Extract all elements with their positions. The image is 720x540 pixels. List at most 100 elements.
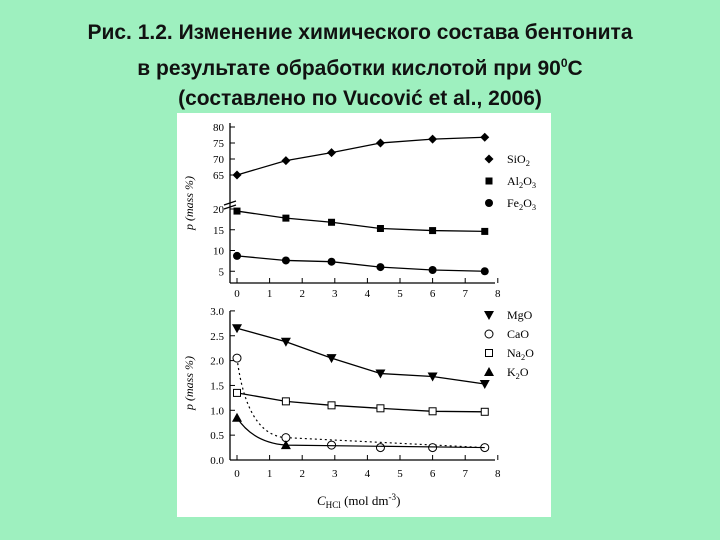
bottom-legend-label-MgO: MgO (507, 308, 533, 322)
title-line-2-sup: 0 (560, 56, 568, 70)
bottom-point-MgO (375, 369, 386, 379)
bottom-point-CaO (375, 443, 385, 453)
bottom-x-tick-label: 8 (495, 468, 501, 480)
bottom-point-MgO (427, 372, 438, 382)
bottom-point-CaO (232, 353, 242, 363)
top-legend-marker-SiO2 (484, 154, 494, 164)
bottom-y-tick-label: 0.5 (210, 430, 224, 442)
bottom-legend-label-CaO: CaO (507, 327, 529, 341)
bottom-x-tick-label: 6 (430, 468, 436, 480)
top-point-Al2O3 (481, 227, 489, 235)
top-point-Al2O3 (376, 225, 384, 233)
bottom-y-axis-label: p (mass %) (182, 356, 196, 411)
top-y-axis-label: p (mass %) (182, 176, 196, 231)
bottom-point-Na2O (233, 388, 241, 397)
bottom-y-tick-label: 1.5 (210, 380, 224, 392)
top-y-tick-label: 5 (219, 266, 225, 278)
bottom-x-tick-label: 0 (234, 468, 240, 480)
top-series-line-Al2O3 (236, 210, 485, 233)
top-y-tick-label: 70 (213, 154, 225, 166)
top-series-line-Fe2O3 (236, 255, 485, 272)
top-y-tick-label: 80 (213, 122, 225, 134)
top-legend-label-SiO2: SiO2 (507, 152, 530, 168)
top-axis-break (223, 200, 237, 210)
slide-title: Рис. 1.2. Изменение химического состава … (0, 18, 720, 114)
top-point-Fe2O3 (233, 251, 241, 260)
bottom-x-tick-label: 3 (332, 468, 338, 480)
figure-panel: 65 70 75 80 5 10 15 20 0 1 2 3 4 5 6 7 8 p (mass %) SiO2 Al… (177, 113, 551, 517)
bottom-point-Na2O (376, 404, 385, 413)
top-legend-label-Fe2O3: Fe2O3 (507, 196, 536, 212)
top-legend-label-Al2O3: Al2O3 (507, 174, 536, 190)
top-y-tick-label: 75 (213, 138, 225, 150)
top-legend-marker-Al2O3 (485, 177, 493, 185)
bottom-series-line-MgO (236, 327, 485, 385)
bottom-x-tick-label: 5 (397, 468, 403, 480)
top-point-Al2O3 (233, 207, 241, 215)
top-legend-marker-Fe2O3 (485, 199, 493, 207)
bottom-y-tick-label: 0.0 (210, 455, 224, 467)
top-point-Fe2O3 (281, 256, 290, 265)
top-point-Al2O3 (328, 218, 336, 226)
top-x-tick-label: 5 (397, 288, 403, 300)
bottom-point-Na2O (281, 397, 290, 406)
top-point-SiO2 (327, 148, 337, 158)
bottom-point-Na2O (480, 407, 489, 416)
title-line-2-text: в результате обработки кислотой при 90 (137, 57, 561, 80)
top-point-SiO2 (480, 132, 490, 142)
bottom-point-Na2O (428, 407, 437, 416)
bottom-y-tick-label: 3.0 (210, 306, 224, 318)
bottom-x-tick-label: 1 (267, 468, 273, 480)
bottom-point-Na2O (327, 401, 336, 410)
top-point-Fe2O3 (428, 266, 437, 275)
bottom-legend-label-K2O: K2O (507, 365, 529, 381)
top-x-tick-label: 7 (462, 288, 468, 300)
bottom-x-tick-label: 4 (365, 468, 371, 480)
top-point-Fe2O3 (327, 257, 336, 266)
bottom-point-MgO (280, 337, 291, 347)
bottom-series-line-K2O (236, 417, 485, 449)
bottom-x-axis-label: CHCl (mol dm-3) (317, 492, 400, 510)
bottom-x-tick-label: 2 (299, 468, 305, 480)
bottom-point-MgO (326, 354, 337, 364)
bottom-point-MgO (479, 379, 490, 389)
top-x-tick-label: 6 (430, 288, 436, 300)
title-line-3: (составлено по Vucović et al., 2006) (178, 87, 542, 110)
bottom-x-tick-label: 7 (462, 468, 468, 480)
bottom-series-line-CaO (236, 358, 485, 449)
bottom-series-line-Na2O (236, 392, 485, 413)
bottom-legend-marker-CaO (484, 329, 494, 339)
bottom-point-CaO (428, 443, 438, 453)
title-line-2: в результате обработки кислотой при 900С (0, 48, 720, 84)
top-x-tick-label: 4 (365, 288, 371, 300)
bottom-legend-marker-K2O (484, 367, 494, 376)
top-x-tick-label: 2 (299, 288, 305, 300)
bottom-point-K2O (280, 440, 291, 450)
top-point-SiO2 (375, 138, 385, 148)
bottom-y-tick-label: 1.0 (210, 405, 224, 417)
top-point-SiO2 (232, 170, 242, 180)
bottom-legend-marker-MgO (484, 311, 494, 320)
top-x-tick-label: 3 (332, 288, 338, 300)
top-point-Al2O3 (282, 214, 290, 222)
top-x-tick-label: 8 (495, 288, 501, 300)
bottom-legend-label-Na2O: Na2O (507, 346, 534, 362)
title-line-1: Рис. 1.2. Изменение химического состава … (87, 21, 633, 44)
top-x-tick-label: 1 (267, 288, 273, 300)
bottom-point-MgO (232, 324, 242, 334)
top-point-Fe2O3 (376, 263, 385, 272)
top-series-line-SiO2 (236, 136, 485, 176)
bottom-legend-marker-Na2O (485, 349, 493, 357)
top-y-tick-label: 10 (213, 246, 225, 258)
top-point-SiO2 (281, 156, 291, 166)
top-point-Fe2O3 (480, 267, 489, 276)
top-point-SiO2 (428, 134, 438, 144)
top-x-tick-label: 0 (234, 288, 240, 300)
top-y-tick-label: 65 (213, 170, 225, 182)
bottom-y-tick-label: 2.0 (210, 356, 224, 368)
top-point-Al2O3 (429, 227, 437, 235)
bottom-point-K2O (232, 412, 242, 422)
bottom-y-tick-label: 2.5 (210, 331, 224, 343)
title-line-2-end: С (567, 57, 583, 80)
